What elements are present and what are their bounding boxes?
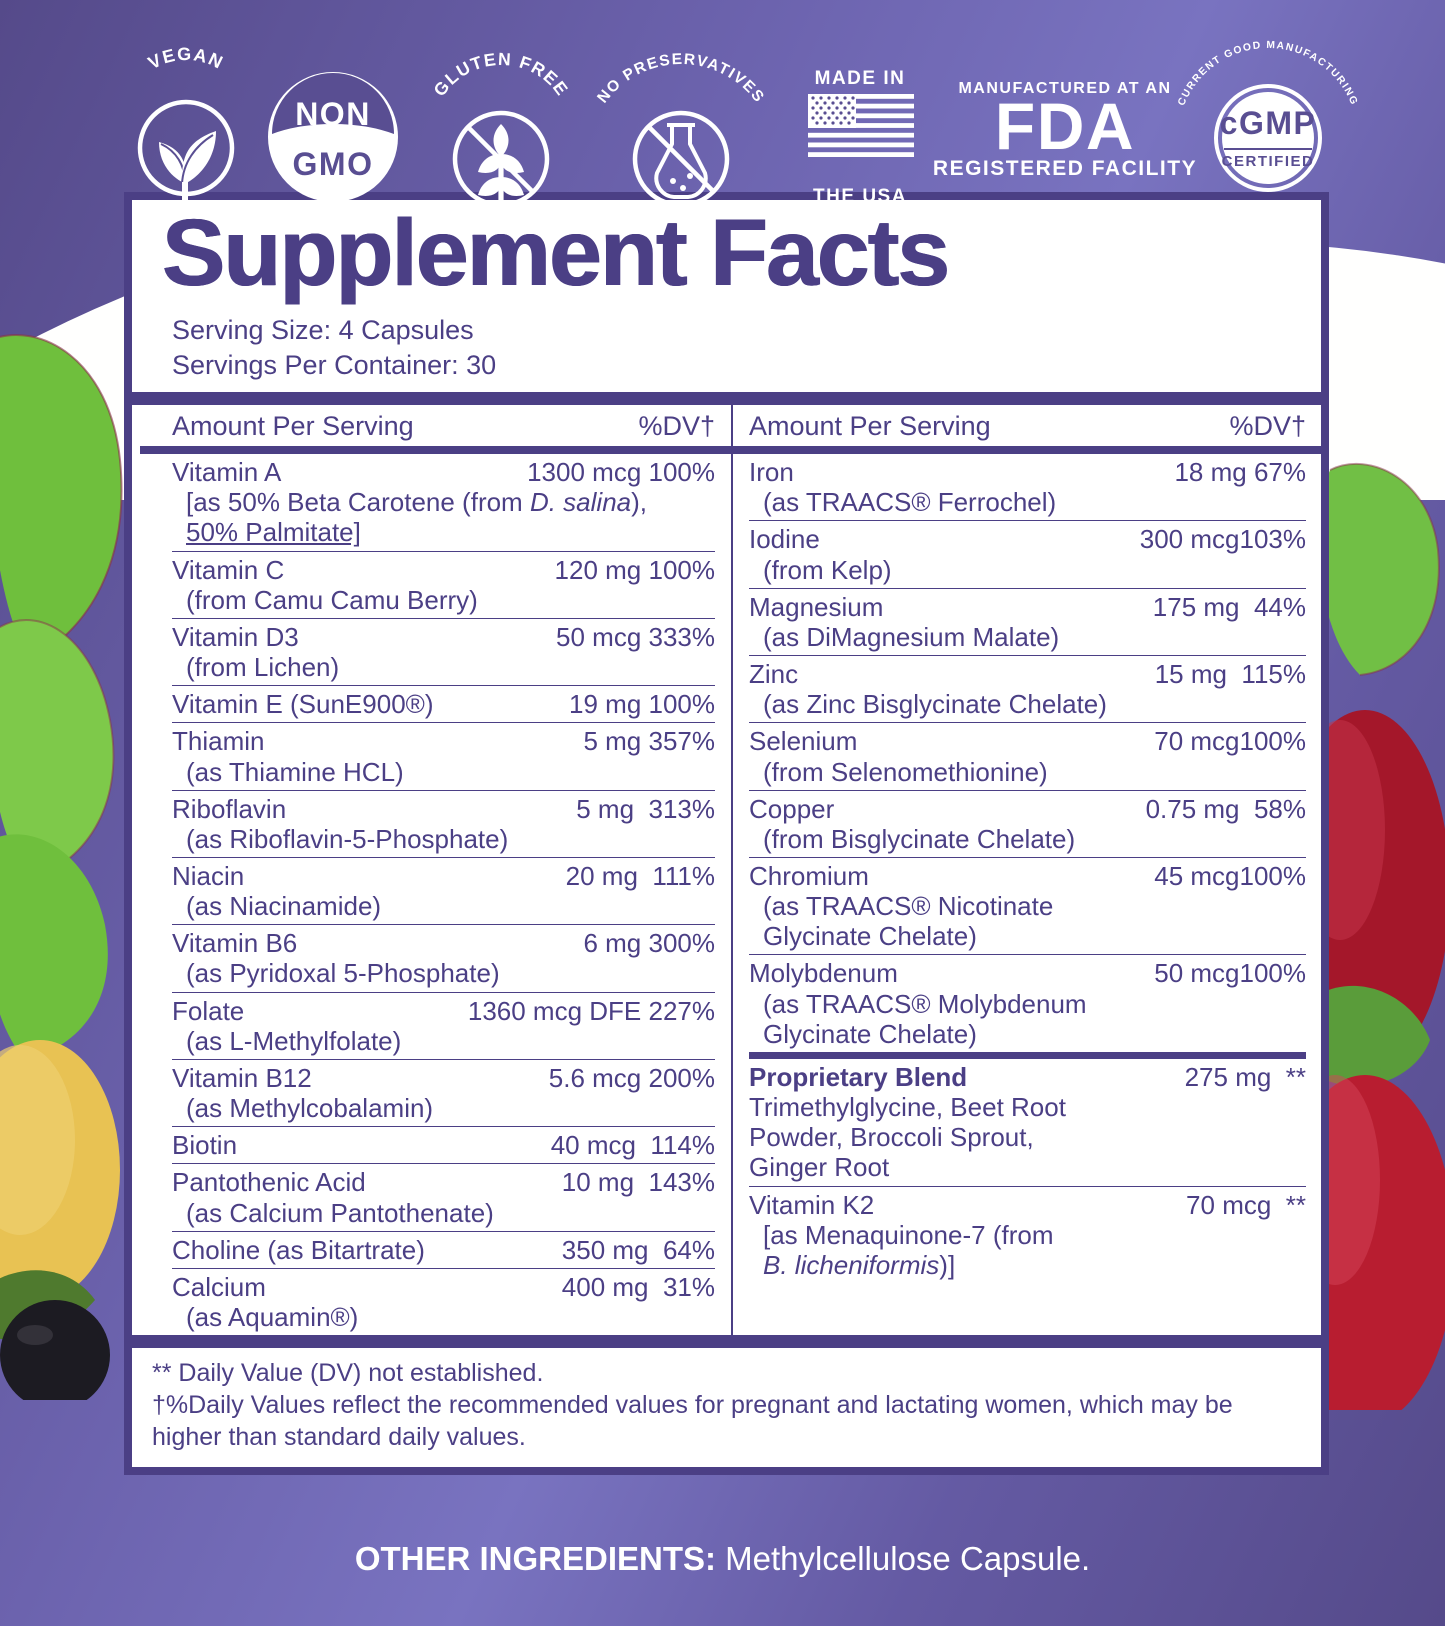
svg-text:FDA: FDA <box>995 89 1135 163</box>
svg-text:THE USA: THE USA <box>813 186 907 207</box>
svg-text:GLUTEN FREE: GLUTEN FREE <box>429 49 572 100</box>
svg-text:REGISTERED FACILITY: REGISTERED FACILITY <box>933 157 1197 180</box>
svg-text:CERTIFIED: CERTIFIED <box>1222 153 1315 170</box>
svg-text:cGMP: cGMP <box>1220 105 1317 141</box>
svg-text:VEGAN: VEGAN <box>145 44 227 73</box>
svg-text:MADE IN: MADE IN <box>815 68 906 89</box>
svg-text:GMO: GMO <box>293 146 374 182</box>
svg-text:NON: NON <box>295 96 371 132</box>
svg-text:NO PRESERVATIVES: NO PRESERVATIVES <box>594 51 768 107</box>
